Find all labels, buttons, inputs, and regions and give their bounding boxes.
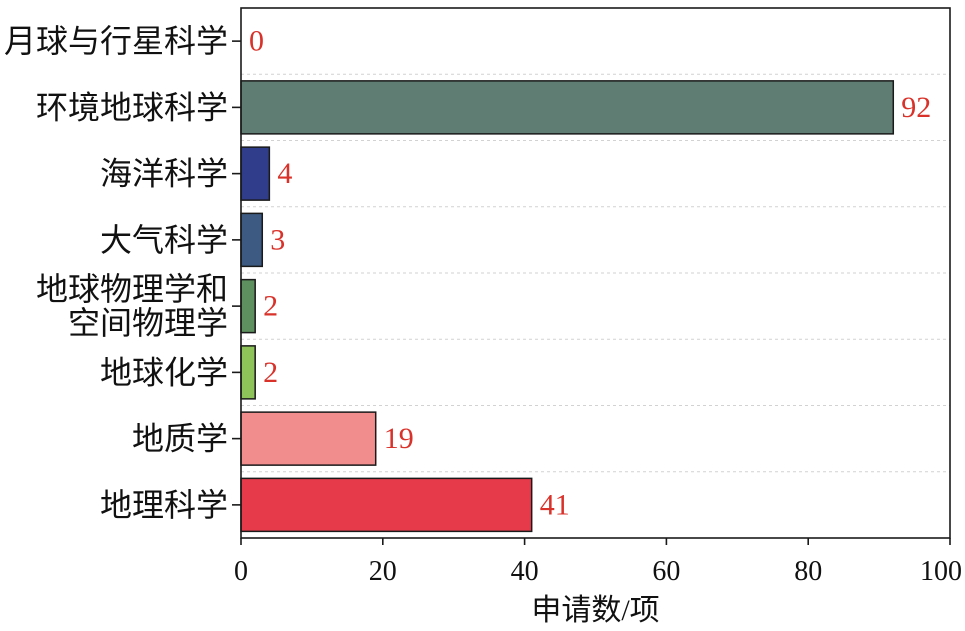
value-label: 2: [263, 356, 278, 389]
category-label: 地球化学: [100, 354, 228, 390]
x-tick-label: 100: [920, 556, 962, 587]
x-tick-label: 20: [369, 556, 397, 587]
bar: [240, 411, 377, 466]
gridlines: [241, 73, 950, 473]
category-label: 地理科学: [100, 487, 228, 523]
category-label-line: 地球物理学和: [36, 271, 228, 307]
value-label: 2: [263, 290, 278, 323]
value-label: 0: [249, 25, 264, 58]
x-tick-label: 80: [794, 556, 822, 587]
value-label: 92: [901, 91, 931, 124]
bar: [240, 345, 256, 400]
value-label: 41: [540, 488, 570, 521]
value-label: 4: [277, 157, 292, 190]
plot-frame: [240, 7, 951, 539]
category-label-line: 空间物理学: [68, 305, 228, 341]
x-axis-title: 申请数/项: [531, 594, 659, 627]
bar: [240, 80, 895, 135]
category-label: 月球与行星科学: [4, 23, 228, 59]
value-label: 19: [384, 422, 414, 455]
category-label: 海洋科学: [100, 156, 228, 192]
bar: [240, 212, 264, 268]
x-tick-label: 60: [652, 556, 680, 587]
bar: [240, 146, 271, 201]
category-label: 地球物理学和空间物理学: [36, 271, 228, 341]
bar: [240, 278, 256, 334]
value-label: 3: [270, 223, 285, 256]
x-tick-label: 40: [511, 556, 539, 587]
y-axis: 月球与行星科学环境地球科学海洋科学大气科学地球物理学和空间物理学地球化学地质学地…: [4, 23, 241, 523]
x-tick-label: 0: [234, 556, 248, 587]
bar: [240, 477, 533, 533]
value-labels: 0 92 4 3 2 2 19 41: [249, 25, 931, 522]
x-axis: 0 20 40 60 80 100: [234, 538, 962, 587]
bars: [240, 80, 895, 533]
category-label: 地质学: [132, 421, 228, 457]
category-label: 环境地球科学: [36, 89, 228, 125]
category-label: 大气科学: [100, 222, 228, 258]
